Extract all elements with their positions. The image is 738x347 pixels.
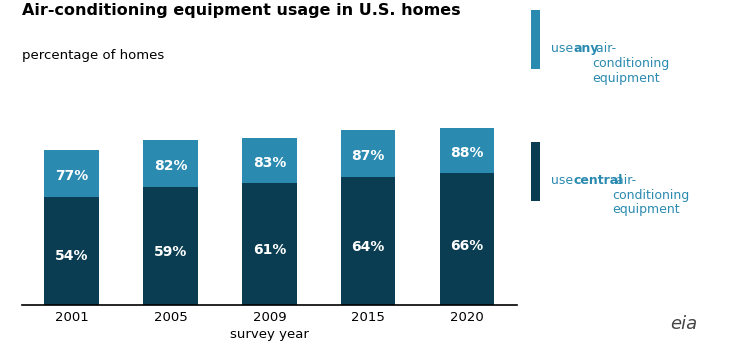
Text: 83%: 83% — [252, 156, 286, 170]
Text: 66%: 66% — [450, 239, 484, 253]
Bar — [440, 172, 494, 305]
Text: 82%: 82% — [154, 159, 187, 173]
Bar — [143, 140, 198, 187]
X-axis label: survey year: survey year — [230, 328, 308, 341]
Bar — [341, 130, 396, 177]
Bar — [44, 150, 99, 197]
Text: 77%: 77% — [55, 169, 89, 183]
Bar — [143, 187, 198, 305]
Bar — [440, 128, 494, 172]
Text: 87%: 87% — [351, 149, 385, 163]
Bar — [44, 197, 99, 305]
Text: percentage of homes: percentage of homes — [22, 49, 165, 61]
Text: 64%: 64% — [351, 240, 385, 254]
Bar — [242, 183, 297, 305]
Text: 88%: 88% — [450, 146, 484, 160]
Text: central: central — [573, 174, 623, 186]
Text: use: use — [551, 174, 577, 186]
Text: Air-conditioning equipment usage in U.S. homes: Air-conditioning equipment usage in U.S.… — [22, 3, 461, 18]
Bar — [341, 177, 396, 305]
Text: air-
conditioning
equipment: air- conditioning equipment — [612, 174, 689, 217]
Text: eia: eia — [670, 315, 697, 333]
Text: 59%: 59% — [154, 245, 187, 259]
Text: 61%: 61% — [252, 243, 286, 257]
Text: any: any — [573, 42, 599, 54]
Bar — [242, 138, 297, 183]
Text: use: use — [551, 42, 577, 54]
Text: air-
conditioning
equipment: air- conditioning equipment — [592, 42, 669, 85]
Text: 54%: 54% — [55, 249, 89, 263]
